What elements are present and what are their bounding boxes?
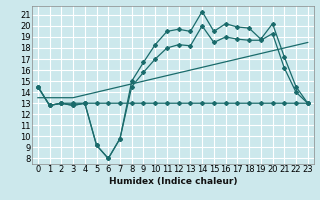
X-axis label: Humidex (Indice chaleur): Humidex (Indice chaleur) xyxy=(108,177,237,186)
